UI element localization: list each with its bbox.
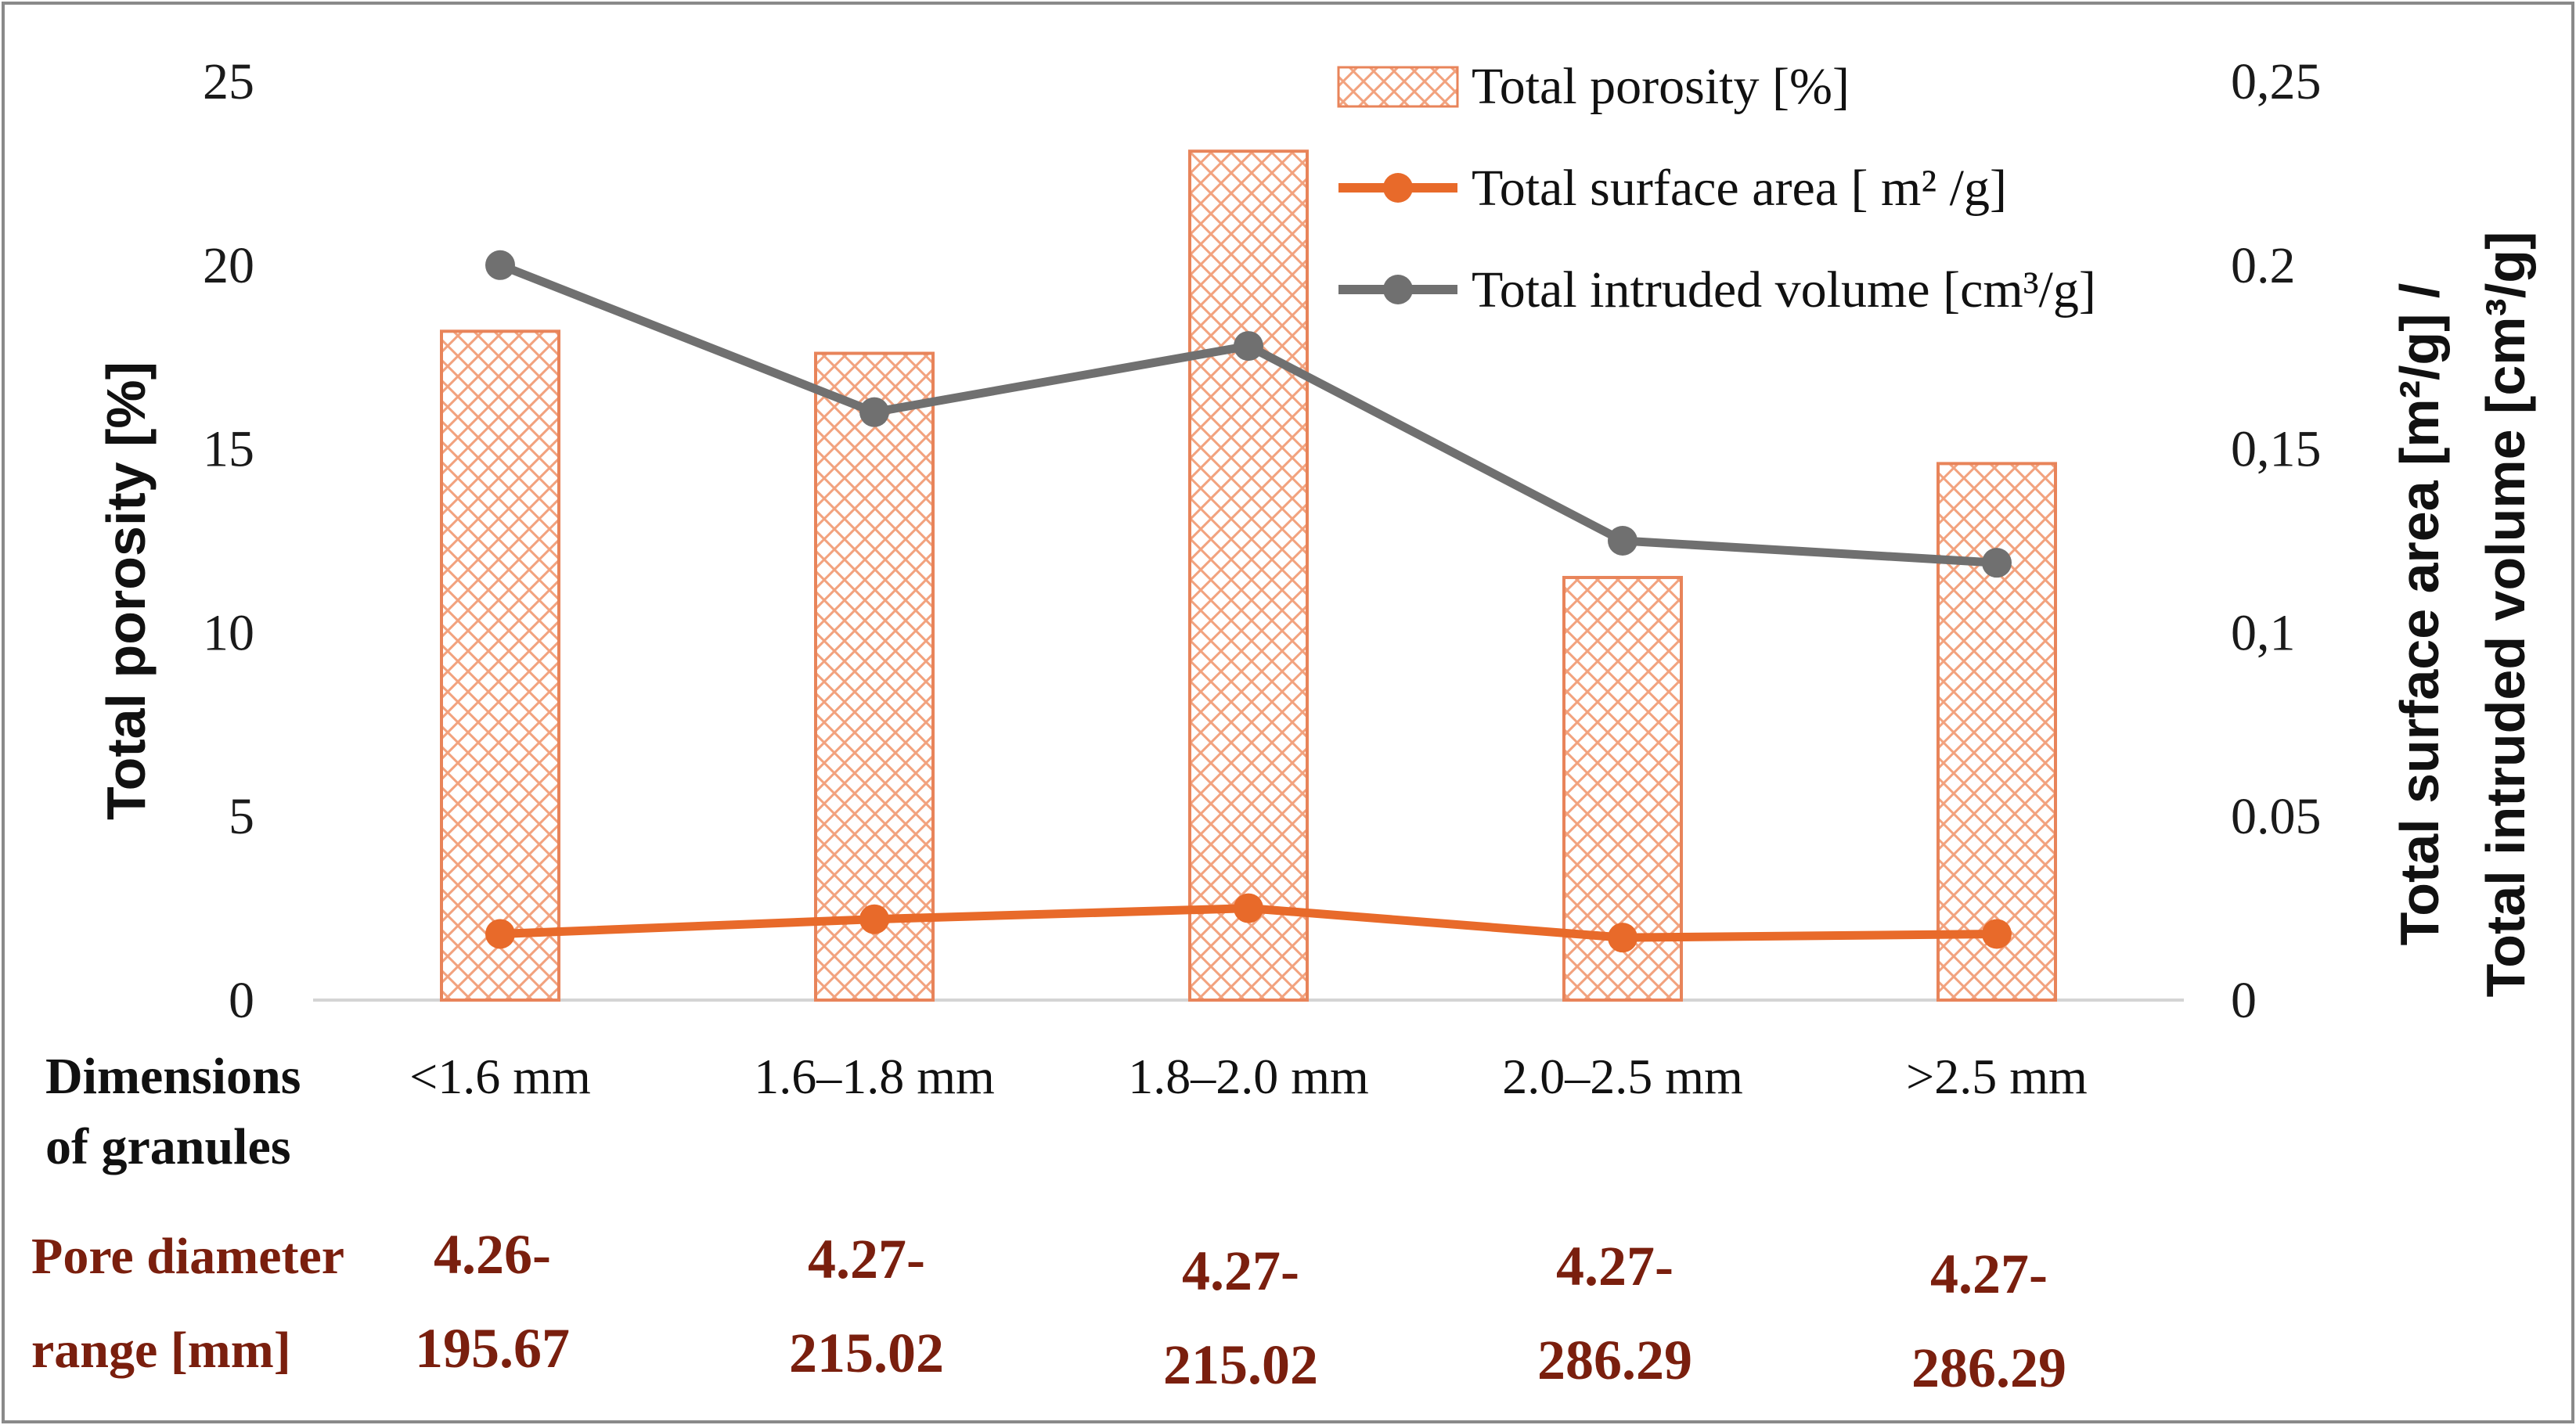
legend-surface-marker	[1383, 173, 1413, 203]
intruded-volume-point	[485, 250, 515, 280]
category-label: >2.5 mm	[1906, 1049, 2088, 1104]
right-tick-label: 0	[2231, 972, 2257, 1029]
pore-range-start: 4.27-	[1182, 1240, 1299, 1302]
left-tick-label: 15	[203, 421, 254, 478]
surface-area-point	[485, 919, 515, 949]
intruded-volume-point	[1608, 526, 1637, 556]
category-label: 2.0–2.5 mm	[1502, 1049, 1743, 1104]
legend-surface-label: Total surface area [ m² /g]	[1472, 160, 2007, 217]
intruded-volume-point	[1234, 331, 1263, 362]
right-axis-ticks: 0 0.05 0,1 0,15 0.2 0,25	[2231, 53, 2322, 1029]
dimensions-label-line1: Dimensions	[45, 1048, 301, 1105]
left-tick-label: 5	[229, 788, 254, 845]
left-axis-title: Total porosity [%]	[95, 362, 157, 820]
porosity-bar	[814, 351, 935, 1002]
pore-label-line2: range [mm]	[31, 1322, 291, 1379]
category-labels: <1.6 mm 1.6–1.8 mm 1.8–2.0 mm 2.0–2.5 mm >2.…	[409, 1049, 2088, 1104]
pore-range-start: 4.27-	[1556, 1235, 1673, 1297]
surface-area-point	[1982, 919, 2012, 949]
right-tick-label: 0.2	[2231, 237, 2296, 294]
porosity-bar	[1188, 149, 1309, 1002]
left-tick-label: 10	[203, 604, 254, 661]
surface-area-point	[1608, 923, 1637, 953]
legend-porosity-label: Total porosity [%]	[1472, 58, 1850, 115]
series-lines	[485, 250, 2012, 953]
legend-volume-marker	[1383, 275, 1413, 304]
pore-label-line1: Pore diameter	[31, 1228, 344, 1285]
pore-range-end: 195.67	[415, 1317, 570, 1380]
right-tick-label: 0.05	[2231, 788, 2322, 845]
pore-range-start: 4.27-	[808, 1228, 925, 1290]
dimensions-label-line2: of granules	[45, 1118, 291, 1175]
left-tick-label: 20	[203, 237, 254, 294]
pore-range-end: 286.29	[1537, 1329, 1692, 1391]
intruded-volume-point	[1982, 548, 2012, 578]
left-axis-ticks: 0 5 10 15 20 25	[203, 53, 254, 1029]
pore-range-start: 4.26-	[434, 1223, 551, 1286]
legend-volume-label: Total intruded volume [cm³/g]	[1472, 261, 2096, 318]
legend-porosity-swatch	[1337, 66, 1459, 108]
category-label: 1.6–1.8 mm	[754, 1049, 995, 1104]
pore-range-start: 4.27-	[1930, 1243, 2048, 1305]
right-tick-label: 0,25	[2231, 53, 2322, 110]
pore-range-end: 286.29	[1911, 1337, 2066, 1399]
surface-area-point	[1234, 893, 1263, 923]
category-label: 1.8–2.0 mm	[1128, 1049, 1369, 1104]
porosity-bars	[440, 149, 2057, 1002]
pore-range-end: 215.02	[789, 1322, 944, 1384]
right-tick-label: 0,15	[2231, 421, 2322, 478]
left-tick-label: 0	[229, 972, 254, 1029]
legend: Total porosity [%] Total surface area [ …	[1337, 58, 2096, 318]
right-axis-title-line2: Total intruded volume [cm³/g]	[2475, 232, 2536, 998]
porosity-bar	[440, 329, 560, 1002]
granule-table: Dimensions of granules Pore diameter ran…	[31, 1048, 2066, 1399]
right-axis-title-line1: Total surface area [m²/g] /	[2389, 283, 2450, 946]
left-tick-label: 25	[203, 53, 254, 110]
right-tick-label: 0,1	[2231, 604, 2296, 661]
surface-area-point	[859, 904, 889, 934]
pore-range-values: 4.26- 195.67 4.27- 215.02 4.27- 215.02 4.27- 28…	[415, 1223, 2066, 1399]
pore-range-end: 215.02	[1163, 1333, 1318, 1396]
intruded-volume-point	[859, 397, 889, 427]
category-label: <1.6 mm	[409, 1049, 591, 1104]
plot-area: 0 5 10 15 20 25 0 0.05 0,1 0,15 0.2 0,25	[203, 53, 2322, 1029]
